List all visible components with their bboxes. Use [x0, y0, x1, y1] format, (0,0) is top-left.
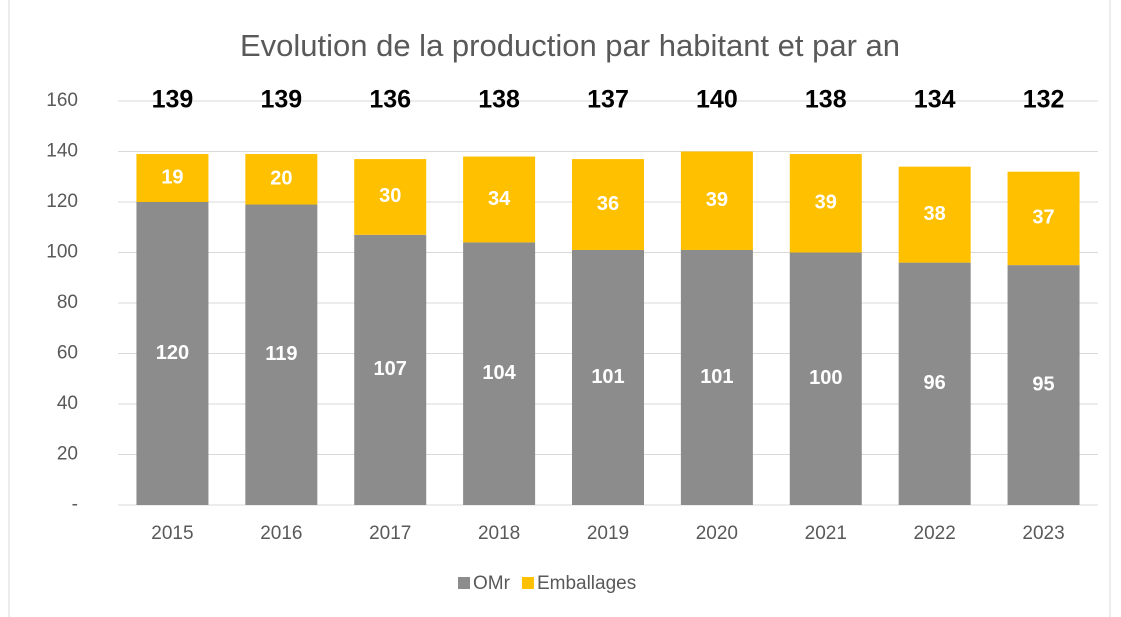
data-label: 20: [270, 168, 292, 190]
y-tick-label: 20: [57, 444, 78, 465]
bar-segment: [898, 262, 971, 505]
bar-segment: [463, 156, 536, 243]
bar-segment: [1007, 171, 1080, 266]
data-label: 30: [379, 185, 401, 207]
x-tick-label: 2022: [914, 523, 956, 544]
total-label: 139: [152, 86, 194, 114]
total-label: 132: [1023, 86, 1065, 114]
bar-segment: [136, 154, 209, 202]
bar-segment: [1007, 265, 1080, 505]
data-label: 101: [700, 366, 733, 388]
y-tick-label: 140: [46, 141, 78, 162]
x-tick-label: 2016: [260, 523, 302, 544]
bar-segment: [572, 249, 644, 505]
data-label: 101: [591, 366, 624, 388]
bar-segment: [354, 159, 427, 235]
bar-segment: [680, 249, 753, 505]
data-label: 119: [265, 343, 297, 365]
bar-segment: [572, 159, 644, 250]
bar-segment: [463, 242, 536, 505]
x-tick-label: 2017: [369, 523, 411, 544]
bar-segment: [789, 252, 862, 505]
y-tick-label: 100: [46, 242, 78, 263]
data-label: 19: [161, 166, 183, 188]
total-label: 140: [696, 86, 738, 114]
total-label: 137: [587, 86, 629, 114]
data-label: 95: [1032, 373, 1054, 395]
bar-segment: [680, 151, 753, 250]
x-tick-label: 2020: [696, 523, 738, 544]
total-label: 138: [805, 86, 847, 114]
y-tick-label: -: [72, 494, 78, 515]
data-label: 38: [924, 203, 946, 225]
data-label: 120: [156, 342, 189, 364]
y-tick-label: 80: [57, 292, 78, 313]
y-tick-label: 120: [46, 191, 78, 212]
data-label: 34: [488, 188, 511, 210]
data-label: 37: [1032, 207, 1054, 229]
bar-segment: [245, 154, 318, 205]
x-tick-label: 2019: [587, 523, 629, 544]
data-label: 36: [597, 193, 619, 215]
data-label: 104: [482, 362, 516, 384]
legend-swatch: [458, 577, 470, 589]
x-tick-label: 2023: [1022, 523, 1064, 544]
legend-swatch: [521, 577, 534, 589]
total-label: 138: [478, 86, 520, 114]
y-tick-label: 60: [57, 343, 78, 364]
total-label: 134: [914, 86, 956, 114]
legend-label: OMr: [473, 573, 511, 594]
x-tick-label: 2021: [805, 523, 847, 544]
bar-segment: [136, 202, 209, 505]
bar-segment: [354, 234, 427, 505]
chart-title: Evolution de la production par habitant …: [240, 28, 900, 63]
total-label: 136: [369, 86, 411, 114]
data-label: 39: [815, 192, 837, 214]
data-label: 96: [924, 372, 946, 394]
data-label: 39: [706, 189, 728, 211]
data-label: 100: [809, 367, 842, 389]
bar-segment: [789, 154, 862, 253]
data-label: 107: [374, 358, 407, 380]
x-tick-label: 2018: [478, 523, 520, 544]
bar-segment: [898, 166, 971, 263]
y-tick-label: 160: [46, 90, 78, 111]
total-label: 139: [260, 86, 302, 114]
x-tick-label: 2015: [151, 523, 193, 544]
y-tick-label: 40: [57, 393, 78, 414]
legend-label: Emballages: [537, 573, 636, 594]
bar-segment: [245, 204, 318, 505]
